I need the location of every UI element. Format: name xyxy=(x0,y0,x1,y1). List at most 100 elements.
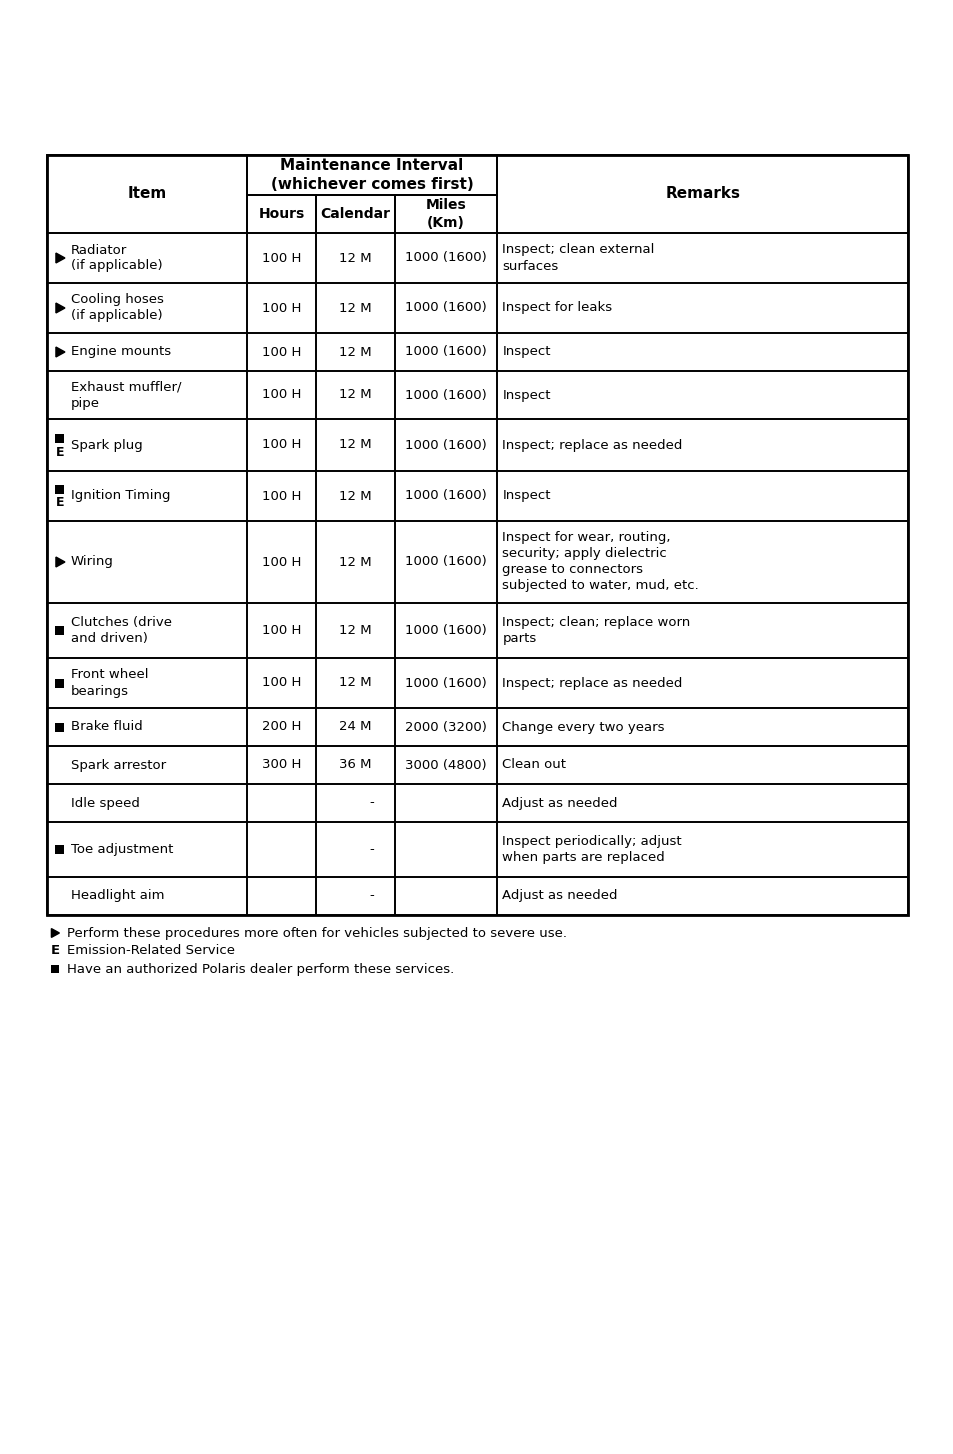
Text: 12 M: 12 M xyxy=(339,676,372,689)
Bar xyxy=(247,708,316,746)
Text: 12 M: 12 M xyxy=(339,490,372,503)
Text: Calendar: Calendar xyxy=(320,206,391,221)
Bar xyxy=(247,784,316,822)
Text: Headlight aim: Headlight aim xyxy=(71,890,164,903)
Text: E: E xyxy=(55,445,64,458)
Bar xyxy=(316,195,395,233)
Bar xyxy=(497,603,907,659)
Bar xyxy=(316,233,395,284)
Text: E: E xyxy=(55,496,64,509)
Bar xyxy=(247,603,316,659)
Bar xyxy=(247,233,316,284)
Text: Inspect for leaks: Inspect for leaks xyxy=(502,301,612,314)
Text: 1000 (1600): 1000 (1600) xyxy=(405,301,486,314)
Text: 100 H: 100 H xyxy=(262,346,301,359)
Text: 1000 (1600): 1000 (1600) xyxy=(405,490,486,503)
Bar xyxy=(395,708,497,746)
Bar xyxy=(316,877,395,915)
Polygon shape xyxy=(51,929,59,938)
Text: 12 M: 12 M xyxy=(339,555,372,569)
Bar xyxy=(55,484,65,493)
Bar xyxy=(247,195,316,233)
Text: 1000 (1600): 1000 (1600) xyxy=(405,252,486,265)
Text: Inspect; clean; replace worn
parts: Inspect; clean; replace worn parts xyxy=(502,616,690,646)
Bar xyxy=(316,419,395,471)
Text: Inspect; clean external
surfaces: Inspect; clean external surfaces xyxy=(502,243,654,272)
Text: 100 H: 100 H xyxy=(262,439,301,452)
Text: 100 H: 100 H xyxy=(262,676,301,689)
Text: 12 M: 12 M xyxy=(339,388,372,401)
Text: Maintenance Interval
(whichever comes first): Maintenance Interval (whichever comes fi… xyxy=(271,158,473,192)
Text: 200 H: 200 H xyxy=(262,721,301,733)
Text: Exhaust muffler/
pipe: Exhaust muffler/ pipe xyxy=(71,381,181,410)
Text: 1000 (1600): 1000 (1600) xyxy=(405,676,486,689)
Bar xyxy=(316,603,395,659)
Text: Ignition Timing: Ignition Timing xyxy=(71,490,171,503)
Text: Miles
(Km): Miles (Km) xyxy=(425,198,466,230)
Bar xyxy=(395,877,497,915)
Text: Inspect periodically; adjust
when parts are replaced: Inspect periodically; adjust when parts … xyxy=(502,835,681,864)
Text: 1000 (1600): 1000 (1600) xyxy=(405,388,486,401)
Text: Inspect; replace as needed: Inspect; replace as needed xyxy=(502,439,682,452)
Bar xyxy=(497,333,907,371)
Text: 24 M: 24 M xyxy=(339,721,372,733)
Bar xyxy=(47,784,247,822)
Bar xyxy=(47,371,247,419)
Bar xyxy=(247,471,316,521)
Text: 1000 (1600): 1000 (1600) xyxy=(405,439,486,452)
Bar xyxy=(55,433,65,442)
Bar xyxy=(497,746,907,784)
Bar xyxy=(47,419,247,471)
Bar xyxy=(395,284,497,333)
Text: 300 H: 300 H xyxy=(262,759,301,772)
Bar xyxy=(395,471,497,521)
Text: 36 M: 36 M xyxy=(339,759,372,772)
Text: Inspect; replace as needed: Inspect; replace as needed xyxy=(502,676,682,689)
Bar xyxy=(395,233,497,284)
Text: 100 H: 100 H xyxy=(262,555,301,569)
Text: Clean out: Clean out xyxy=(502,759,566,772)
Bar xyxy=(497,822,907,877)
Text: 100 H: 100 H xyxy=(262,490,301,503)
Bar xyxy=(395,333,497,371)
Polygon shape xyxy=(56,302,65,313)
Bar xyxy=(47,659,247,708)
Text: 100 H: 100 H xyxy=(262,252,301,265)
Bar xyxy=(55,845,65,853)
Text: 100 H: 100 H xyxy=(262,301,301,314)
Bar xyxy=(247,419,316,471)
Bar xyxy=(497,877,907,915)
Bar xyxy=(47,233,247,284)
Bar xyxy=(47,603,247,659)
Text: Inspect: Inspect xyxy=(502,346,550,359)
Text: Inspect for wear, routing,
security; apply dielectric
grease to connectors
subje: Inspect for wear, routing, security; app… xyxy=(502,532,699,592)
Bar xyxy=(497,784,907,822)
Bar xyxy=(497,233,907,284)
Text: Wiring: Wiring xyxy=(71,555,113,569)
Bar xyxy=(51,965,59,973)
Bar xyxy=(395,419,497,471)
Polygon shape xyxy=(56,557,65,567)
Bar xyxy=(395,195,497,233)
Bar xyxy=(316,371,395,419)
Text: Inspect: Inspect xyxy=(502,490,550,503)
Polygon shape xyxy=(56,253,65,263)
Text: Item: Item xyxy=(127,186,167,202)
Text: -: - xyxy=(369,843,374,856)
Text: 1000 (1600): 1000 (1600) xyxy=(405,624,486,637)
Text: Have an authorized Polaris dealer perform these services.: Have an authorized Polaris dealer perfor… xyxy=(67,963,454,976)
Bar xyxy=(47,156,907,915)
Bar xyxy=(247,156,497,195)
Text: Emission-Related Service: Emission-Related Service xyxy=(67,945,234,958)
Text: Inspect: Inspect xyxy=(502,388,550,401)
Bar xyxy=(395,822,497,877)
Bar xyxy=(247,822,316,877)
Bar xyxy=(47,746,247,784)
Bar xyxy=(395,371,497,419)
Bar xyxy=(47,284,247,333)
Text: Clutches (drive
and driven): Clutches (drive and driven) xyxy=(71,616,172,646)
Text: Engine mounts: Engine mounts xyxy=(71,346,171,359)
Text: E: E xyxy=(51,945,59,958)
Bar xyxy=(247,371,316,419)
Bar xyxy=(497,659,907,708)
